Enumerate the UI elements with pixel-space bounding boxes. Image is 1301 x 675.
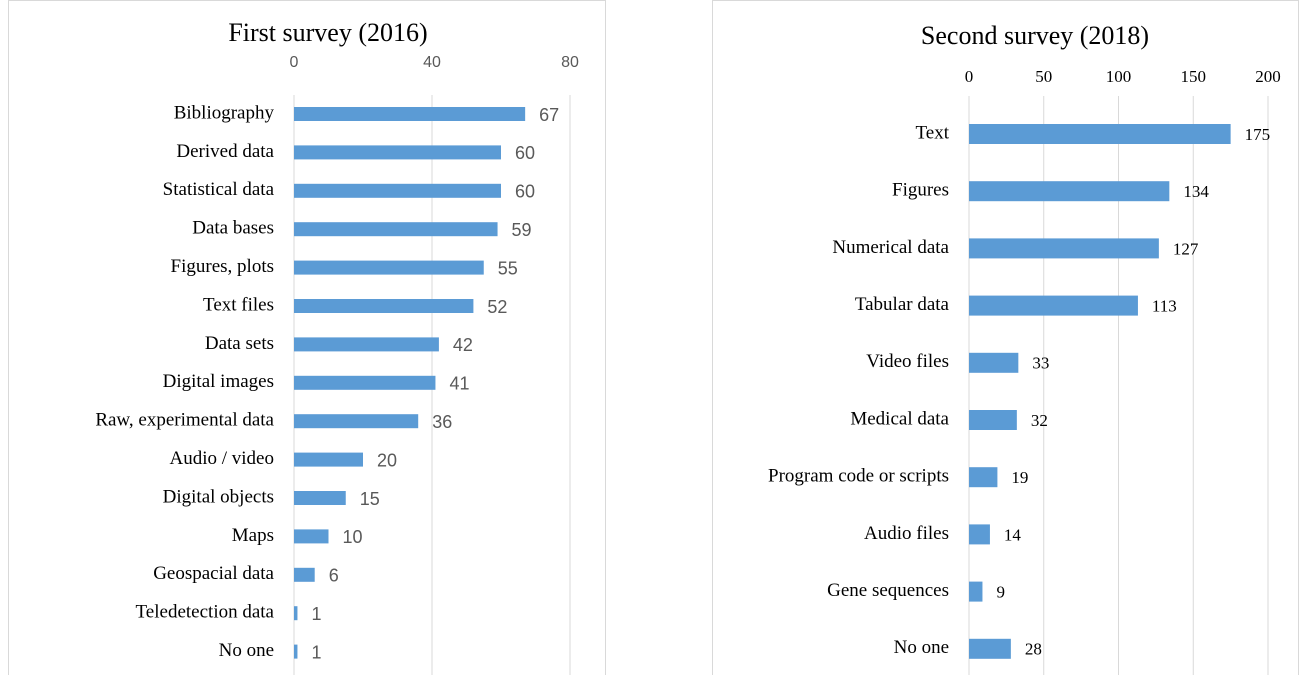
bar (294, 183, 501, 198)
category-label: Statistical data (163, 179, 275, 200)
chart-frame (712, 0, 1299, 675)
value-label: 127 (1173, 239, 1199, 258)
bar (969, 638, 1011, 659)
chart-title: First survey (2016) (228, 18, 427, 47)
x-tick-label: 150 (1181, 67, 1207, 86)
category-label: Medical data (850, 408, 949, 429)
bar (294, 644, 298, 659)
bar (969, 295, 1138, 316)
bar (294, 260, 484, 275)
bar (294, 606, 298, 621)
value-label: 113 (1152, 297, 1177, 316)
value-label: 6 (329, 566, 339, 586)
value-label: 52 (487, 297, 507, 317)
category-label: Derived data (176, 141, 274, 162)
category-label: Program code or scripts (768, 466, 949, 487)
value-label: 33 (1032, 354, 1049, 373)
value-label: 14 (1004, 525, 1022, 544)
bar (969, 410, 1017, 430)
value-label: 15 (360, 489, 380, 509)
value-label: 10 (343, 527, 363, 547)
bar (294, 529, 329, 544)
category-label: Digital objects (163, 486, 274, 507)
bar (969, 124, 1231, 144)
chart-title: Second survey (2018) (921, 21, 1149, 50)
category-label: Maps (232, 525, 274, 546)
bar (969, 352, 1019, 373)
value-label: 19 (1011, 468, 1028, 487)
bar (294, 567, 315, 582)
value-label: 1 (311, 642, 321, 662)
value-label: 175 (1245, 125, 1271, 144)
chart-frame (8, 0, 606, 675)
value-label: 55 (498, 258, 518, 278)
category-label: Gene sequences (827, 580, 949, 601)
category-label: Digital images (163, 371, 274, 392)
value-label: 67 (539, 105, 559, 125)
value-label: 9 (996, 583, 1005, 602)
bar (294, 491, 346, 505)
bar (294, 222, 498, 237)
value-label: 20 (377, 450, 397, 470)
category-label: Teledetection data (136, 602, 275, 623)
category-label: Figures (892, 180, 949, 201)
bar (294, 452, 363, 467)
category-label: Audio files (864, 523, 949, 544)
bar (969, 181, 1170, 202)
x-tick-label: 0 (965, 67, 974, 86)
x-tick-label: 50 (1035, 67, 1052, 86)
category-label: Data sets (205, 333, 274, 354)
value-label: 32 (1031, 411, 1048, 430)
value-label: 28 (1025, 640, 1042, 659)
bar (294, 145, 501, 160)
category-label: Tabular data (855, 294, 950, 315)
value-label: 59 (512, 220, 532, 240)
category-label: Figures, plots (171, 256, 274, 277)
category-label: Numerical data (832, 237, 949, 258)
value-label: 42 (453, 335, 473, 355)
bar (969, 238, 1159, 259)
bar (294, 414, 419, 429)
bar (294, 107, 526, 121)
value-label: 60 (515, 143, 535, 163)
value-label: 134 (1183, 182, 1209, 201)
value-label: 41 (449, 374, 469, 394)
bar (969, 581, 983, 602)
category-label: Data bases (192, 218, 274, 239)
bar (294, 375, 436, 390)
bar (969, 524, 990, 545)
x-tick-label: 200 (1255, 67, 1281, 86)
category-label: Geospacial data (153, 563, 274, 584)
category-label: Video files (866, 351, 949, 372)
bar (294, 337, 439, 352)
category-label: Audio / video (170, 448, 275, 469)
bar (294, 299, 474, 313)
x-tick-label: 80 (561, 54, 579, 71)
x-tick-label: 100 (1106, 67, 1132, 86)
category-label: Bibliography (174, 102, 275, 123)
x-tick-label: 0 (290, 54, 299, 71)
x-tick-label: 40 (423, 54, 441, 71)
category-label: Text (916, 122, 950, 143)
category-label: No one (894, 637, 949, 658)
value-label: 60 (515, 182, 535, 202)
value-label: 36 (432, 412, 452, 432)
category-label: No one (219, 640, 274, 661)
value-label: 1 (311, 604, 321, 624)
category-label: Raw, experimental data (95, 410, 274, 431)
category-label: Text files (203, 294, 274, 315)
bar (969, 467, 998, 488)
